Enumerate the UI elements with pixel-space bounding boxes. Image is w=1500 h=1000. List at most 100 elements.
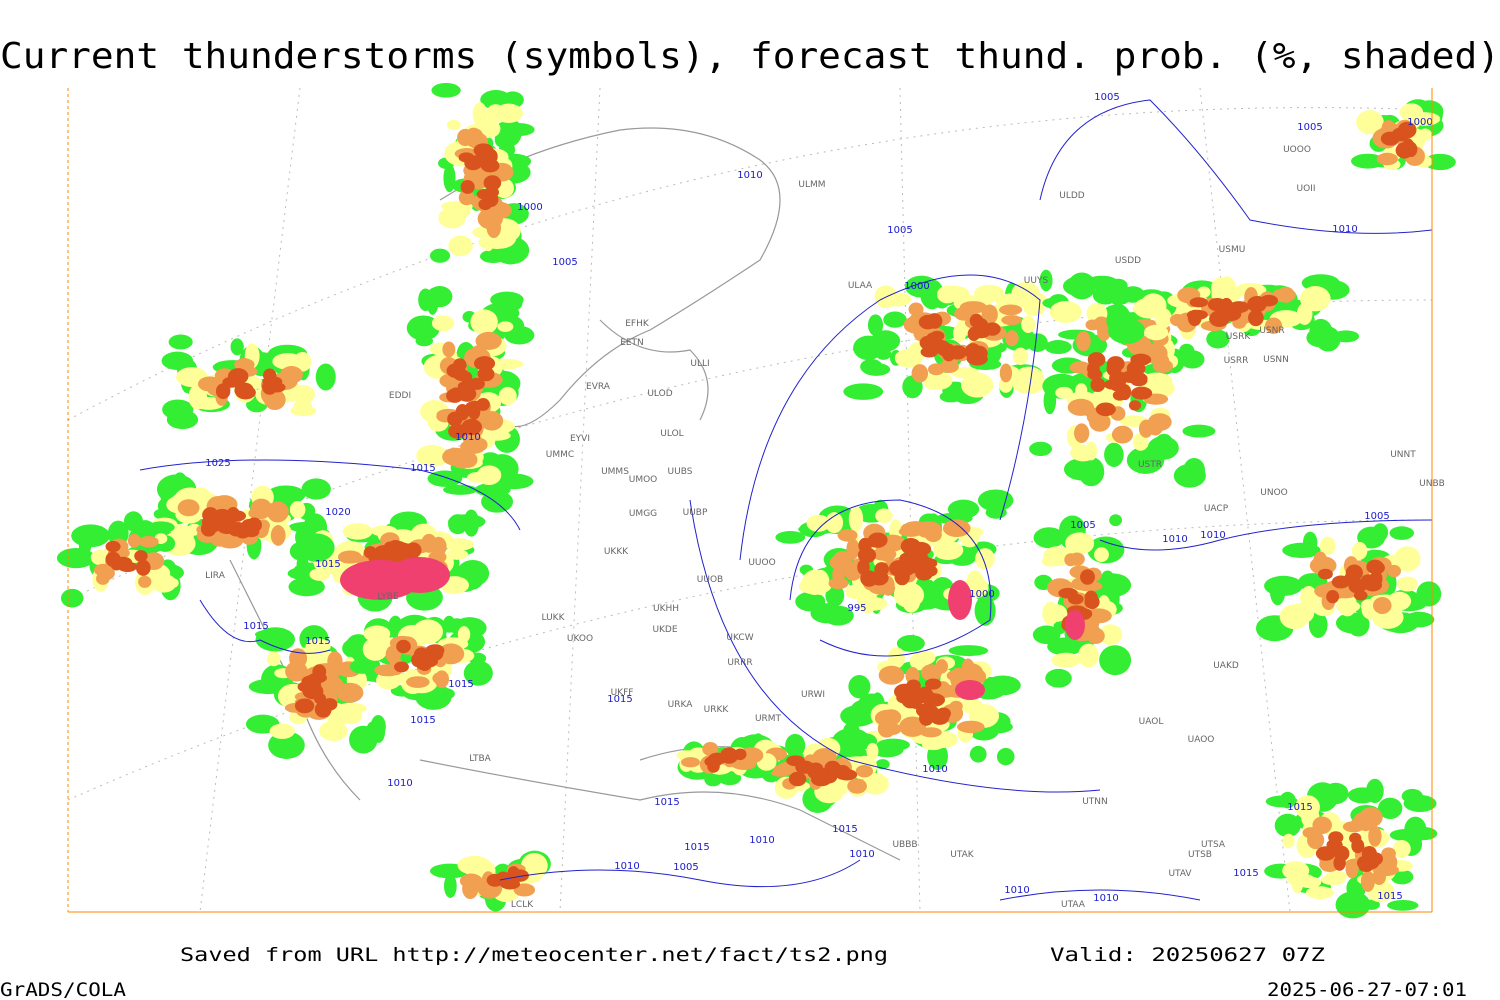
station-code: ULLI <box>690 359 709 369</box>
shade-cell <box>416 444 449 467</box>
shade-cell <box>932 540 964 560</box>
shade-cell <box>1347 613 1370 637</box>
shade-cell <box>881 292 912 307</box>
station-code: URKK <box>704 705 730 715</box>
shade-cell <box>1107 289 1131 305</box>
shade-cell <box>960 663 983 682</box>
shade-cell <box>1403 794 1437 812</box>
shade-cell <box>1209 310 1230 328</box>
shade-cell <box>462 878 479 900</box>
shade-cell <box>1366 778 1384 803</box>
shade-cell <box>446 388 464 403</box>
isobar-label: 995 <box>847 603 866 614</box>
station-code: USDD <box>1115 256 1141 266</box>
shade-cell <box>476 465 502 486</box>
shade-cell <box>234 383 254 398</box>
shade-cell <box>1032 625 1061 645</box>
station-code: UTNN <box>1082 797 1108 807</box>
shade-cell <box>874 709 901 727</box>
shade-cell <box>808 766 828 781</box>
shade-cell <box>1331 575 1350 589</box>
shade-cell <box>939 360 959 374</box>
shade-cell <box>1377 797 1403 820</box>
shade-cell <box>869 570 889 586</box>
software: GrADS/COLA <box>0 979 127 1000</box>
shade-cell <box>455 403 470 421</box>
shade-cell <box>899 716 927 737</box>
shade-cell <box>1300 585 1318 610</box>
shade-cell <box>1147 416 1164 436</box>
source-url: Saved from URL http://meteocenter.net/fa… <box>180 944 888 966</box>
shade-cell <box>925 678 942 690</box>
shade-cell <box>1018 291 1048 310</box>
shade-cell <box>825 512 844 534</box>
shade-cell <box>1287 873 1316 887</box>
timestamp: 2025-06-27-07:01 <box>1267 979 1467 1000</box>
shade-cell <box>1101 570 1114 584</box>
shade-cell <box>230 338 244 356</box>
shade-cell <box>426 288 439 315</box>
shade-cell <box>309 568 331 581</box>
isobar-label: 1000 <box>969 589 994 600</box>
station-code: UAKD <box>1213 661 1239 671</box>
shade-cell <box>1265 795 1298 808</box>
shade-cell <box>1315 846 1336 861</box>
shade-cell <box>1367 561 1385 575</box>
shade-cell <box>917 705 940 717</box>
station-code: EETN <box>620 338 644 348</box>
shade-cell <box>430 536 447 557</box>
shade-cell <box>1368 825 1382 847</box>
shade-cell <box>806 514 831 532</box>
shade-cell <box>478 236 495 249</box>
shade-cell <box>957 720 985 734</box>
station-code: ULMM <box>798 180 825 190</box>
shade-cell <box>1395 142 1414 159</box>
shade-cell <box>266 651 281 667</box>
shade-cell <box>478 158 499 170</box>
station-code: ULOD <box>647 389 672 399</box>
isobar-label: 1015 <box>1377 891 1402 902</box>
isobar-label: 1005 <box>1364 511 1389 522</box>
isobar-label: 1025 <box>205 458 230 469</box>
storm-core <box>390 557 450 593</box>
shade-cell <box>134 550 148 562</box>
isobar-label: 1010 <box>737 170 762 181</box>
shade-cell <box>429 248 451 263</box>
shade-cell <box>837 529 858 542</box>
shade-cell <box>1386 564 1401 578</box>
station-code: UTAA <box>1061 900 1086 910</box>
shade-cell <box>704 756 723 768</box>
station-code: UAOO <box>1188 735 1215 745</box>
station-code: USRK <box>1226 332 1252 342</box>
isobar-label: 1005 <box>673 862 698 873</box>
shade-cell <box>1317 326 1339 347</box>
title: Current thunderstorms (symbols), forecas… <box>0 36 1500 77</box>
shade-cell <box>848 674 871 699</box>
shade-cell <box>939 390 963 403</box>
shade-cell <box>366 721 381 735</box>
shade-cell <box>226 506 241 523</box>
station-code: UMOO <box>629 475 658 485</box>
shade-cell <box>1360 870 1375 892</box>
shade-cell <box>105 540 121 553</box>
shade-cell <box>138 536 159 548</box>
station-code: UKOO <box>567 634 593 644</box>
shade-cell <box>153 508 168 520</box>
shade-cell <box>457 626 471 643</box>
shade-cell <box>702 742 719 757</box>
shade-cell <box>497 321 514 332</box>
shade-cell <box>135 559 151 576</box>
shade-cell <box>173 472 187 491</box>
station-code: ULDD <box>1059 191 1085 201</box>
shade-cell <box>315 363 336 391</box>
shade-cell <box>222 376 241 388</box>
shade-cell <box>941 345 956 362</box>
station-code: UMMS <box>601 467 629 477</box>
shade-cell <box>337 550 362 564</box>
shade-cell <box>847 778 867 794</box>
shade-cell <box>468 377 485 390</box>
shade-cell <box>1397 121 1417 139</box>
shade-cell <box>922 371 953 390</box>
shade-cell <box>269 723 295 739</box>
shade-cell <box>984 675 1021 696</box>
